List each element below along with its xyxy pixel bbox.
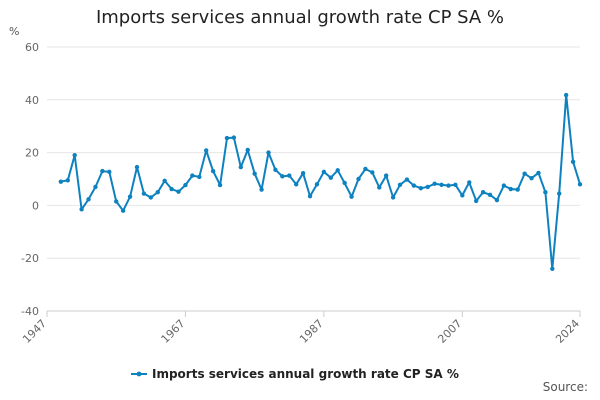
y-tick-label: 40 (25, 94, 39, 107)
data-point[interactable] (231, 135, 237, 140)
data-point[interactable] (273, 167, 278, 172)
data-point[interactable] (287, 173, 292, 178)
y-tick-label: 0 (32, 199, 39, 212)
data-point[interactable] (370, 170, 375, 175)
data-point[interactable] (245, 147, 250, 153)
data-point[interactable] (190, 173, 195, 178)
x-tick-label: 1967 (159, 317, 188, 346)
x-tick-label: 1987 (297, 317, 326, 346)
data-point[interactable] (460, 193, 465, 198)
data-point[interactable] (307, 193, 313, 199)
data-point[interactable] (204, 148, 209, 153)
data-point[interactable] (224, 135, 230, 141)
data-point[interactable] (570, 159, 576, 165)
data-point[interactable] (377, 185, 382, 190)
data-point[interactable] (114, 199, 119, 204)
data-point[interactable] (183, 182, 188, 188)
data-point[interactable] (100, 168, 105, 174)
data-point[interactable] (439, 182, 444, 188)
data-point[interactable] (238, 164, 244, 170)
data-point[interactable] (550, 266, 555, 271)
data-point[interactable] (383, 173, 389, 178)
source-label: Source: (542, 380, 588, 394)
data-point[interactable] (107, 169, 112, 175)
data-point[interactable] (280, 174, 285, 179)
y-tick-label: 60 (25, 41, 39, 54)
data-point[interactable] (390, 195, 396, 200)
legend-item-label[interactable]: Imports services annual growth rate CP S… (152, 367, 459, 381)
series-line (60, 94, 581, 270)
data-point[interactable] (141, 191, 147, 196)
data-point[interactable] (197, 174, 202, 180)
data-point[interactable] (300, 170, 306, 176)
data-point[interactable] (411, 183, 417, 188)
x-tick-label: 2024 (553, 317, 582, 346)
data-point[interactable] (72, 153, 77, 158)
data-point[interactable] (120, 208, 126, 213)
data-point[interactable] (266, 150, 271, 155)
data-point[interactable] (79, 207, 84, 212)
data-point[interactable] (363, 166, 368, 172)
data-point[interactable] (508, 186, 513, 192)
data-point[interactable] (397, 182, 403, 188)
data-point[interactable] (134, 164, 140, 170)
data-point[interactable] (293, 182, 299, 187)
data-point[interactable] (328, 175, 334, 180)
data-point[interactable] (543, 190, 548, 195)
data-point[interactable] (314, 182, 320, 187)
data-point[interactable] (480, 190, 486, 195)
data-point[interactable] (432, 181, 437, 186)
data-point[interactable] (127, 194, 133, 199)
data-point[interactable] (210, 168, 216, 174)
data-point[interactable] (522, 171, 527, 176)
data-point[interactable] (404, 177, 410, 182)
data-point[interactable] (148, 195, 154, 200)
data-point[interactable] (335, 168, 340, 173)
data-point[interactable] (557, 191, 562, 196)
data-point[interactable] (252, 171, 257, 176)
data-point[interactable] (155, 190, 160, 195)
data-point[interactable] (536, 170, 541, 176)
data-point[interactable] (418, 186, 423, 191)
y-axis-unit-label: % (9, 25, 20, 38)
data-point[interactable] (425, 184, 430, 190)
data-point[interactable] (563, 92, 569, 98)
data-point[interactable] (342, 180, 347, 186)
data-point[interactable] (217, 182, 223, 188)
data-point[interactable] (86, 197, 91, 202)
data-point[interactable] (259, 187, 264, 192)
data-point[interactable] (349, 194, 354, 199)
data-point[interactable] (176, 189, 181, 194)
data-point[interactable] (321, 169, 327, 175)
data-point[interactable] (577, 182, 583, 187)
data-point[interactable] (501, 183, 507, 188)
data-point[interactable] (162, 178, 167, 184)
x-tick-label: 1947 (20, 317, 49, 346)
data-point[interactable] (169, 186, 174, 192)
data-point[interactable] (487, 192, 493, 198)
data-point[interactable] (473, 198, 479, 204)
data-point[interactable] (529, 176, 534, 181)
data-point[interactable] (356, 176, 361, 182)
data-point[interactable] (467, 180, 472, 185)
legend-marker-swatch (136, 371, 142, 377)
y-tick-label: 20 (25, 147, 39, 160)
data-point[interactable] (446, 183, 451, 188)
data-point[interactable] (93, 184, 98, 190)
x-tick-label: 2007 (435, 317, 464, 346)
data-point[interactable] (453, 182, 458, 188)
chart-title: Imports services annual growth rate CP S… (95, 7, 505, 28)
y-tick-label: -20 (21, 252, 39, 265)
data-point[interactable] (515, 187, 520, 192)
data-point[interactable] (494, 197, 500, 203)
y-tick-label: -40 (21, 305, 39, 318)
data-point[interactable] (58, 179, 64, 184)
data-point[interactable] (65, 178, 70, 183)
